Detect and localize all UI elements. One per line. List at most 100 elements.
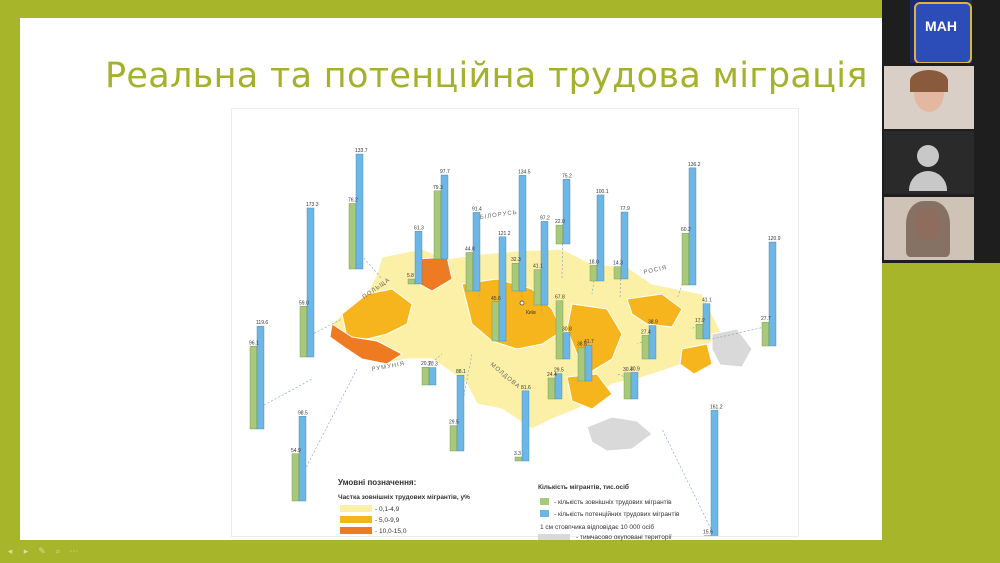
participant-tile-woman-2[interactable] [884,197,974,260]
region-occupied-east [711,328,753,368]
bar-potential-migrants [702,303,711,340]
bar-real-value: 60.2 [681,227,691,233]
pen-icon[interactable]: ✎ [38,547,46,557]
leader-line [661,428,712,530]
region-bar-pair: 44.8 91.4 [465,206,482,292]
bar-potential-migrants [710,410,719,536]
participant-hair [910,70,948,92]
country-label-romania: РУМУНІЯ [371,361,405,373]
region-bar-pair: 45.6 121.2 [491,231,511,342]
arrow-left-icon[interactable]: ◂ [7,547,13,557]
legend-swatch-mid [340,516,372,523]
legend-range-high: - 10,0-15,0 [375,528,407,535]
bar-potential-value: 29.5 [554,368,564,374]
bar-potential-value: 136.2 [688,162,701,168]
bar-real-value: 76.2 [348,197,358,203]
bar-real-value: 96.1 [249,340,259,346]
region-bar-pair: 17.2 41.1 [695,298,712,340]
zoom-icon[interactable]: ⌕ [55,547,61,557]
bar-real-value: 15.6 [703,530,713,536]
legend-count-title: Кількість мігрантів, тис.осіб [538,483,629,491]
bar-potential-value: 121.2 [498,231,511,237]
bar-real-value: 45.6 [491,296,501,302]
leader-line [691,318,704,330]
bar-real-value: 59.0 [299,300,309,306]
bar-potential-migrants [256,325,265,430]
bar-real-migrants [681,233,690,286]
bar-real-migrants [491,301,500,342]
bar-potential-migrants [306,207,315,358]
bar-potential-value: 97.2 [540,215,550,221]
capital-marker [519,300,525,306]
bar-real-value: 38.8 [577,342,587,348]
bar-potential-value: 161.2 [710,404,723,410]
bar-real-migrants [249,346,258,430]
bar-real-migrants [465,252,474,292]
region-bar-pair: 59.0 173.3 [299,202,319,358]
bar-potential-migrants [584,344,593,382]
legend-range-mid: - 5,0-9,9 [375,517,400,524]
region-bar-pair: 67.8 30.8 [555,295,572,360]
bar-real-migrants [449,425,458,452]
bar-potential-value: 120.9 [768,236,781,242]
region-bar-pair: 79.3 97.7 [433,169,450,260]
slide-title: Реальна та потенційна трудова міграція [105,56,868,96]
bar-real-value: 54.9 [291,448,301,454]
region-bar-pair: 24.429.5 [547,368,564,400]
region-bar-pair: 27.7 120.9 [761,236,781,347]
bar-potential-value: 97.7 [440,169,450,175]
bar-real-value: 18.0 [589,260,599,266]
bar-potential-value: 77.9 [620,206,630,212]
bar-potential-migrants [521,390,530,462]
bar-potential-migrants [414,231,423,285]
bar-potential-value: 38.9 [648,320,658,326]
bar-real-value: 17.2 [695,318,705,324]
participant-tile-no-video[interactable] [884,131,974,194]
region-bar-pair: 27.4 38.9 [641,320,658,360]
legend-swatch-real [540,498,549,505]
region-bar-pair: 30.430.9 [623,366,640,400]
leader-line [256,378,313,410]
more-icon[interactable]: ⋯ [69,547,79,557]
region-orange-northeast [626,293,683,328]
bar-real-value: 27.7 [761,316,771,322]
bar-real-migrants [407,278,416,285]
region-bar-pair: 60.2 136.2 [681,162,701,286]
bar-potential-value: 61.3 [414,225,424,231]
region-orange-donbas [679,343,713,375]
region-bar-pair: 22.0 75.2 [555,173,572,245]
bar-real-migrants [511,263,520,292]
bar-potential-migrants [688,167,697,286]
bar-real-value: 44.8 [465,246,475,252]
region-bar-pair: 38.841.7 [577,339,594,382]
region-bar-pair: 41.1 97.2 [533,215,550,306]
map-canvas: БІЛОРУСЬ РОСІЯ ПОЛЬЩА РУМУНІЯ МОЛДОВА Ки… [249,148,781,536]
legend-swatch-occupied [538,534,570,540]
region-bar-pair: 5.8 61.3 [407,225,424,285]
participant-tile-logo[interactable]: МАН [910,0,972,63]
region-bar-pair: 29.5 88.1 [449,369,466,452]
arrow-right-icon[interactable]: ▸ [23,547,29,557]
bar-real-value: 24.4 [547,372,557,378]
bar-real-value: 30.4 [623,367,633,373]
bar-real-migrants [641,335,650,360]
legend-swatch-potential [540,510,549,517]
bar-real-value: 32.3 [511,257,521,263]
bar-potential-migrants [630,372,639,400]
region-bar-pair: 20.720.3 [421,361,438,386]
bar-real-migrants [555,224,564,245]
bar-potential-migrants [620,211,629,280]
region-bar-pair: 76.2 133.7 [348,148,368,270]
legend-share-title: Частка зовнішніх трудових мігрантів, у% [338,493,470,501]
bar-real-migrants [299,306,308,358]
region-bar-pair: 18.0 100.1 [589,189,609,282]
legend-occupied: - тимчасово окуповані території [538,533,672,541]
bar-potential-value: 30.8 [562,327,572,333]
bar-real-value: 22.0 [555,219,565,225]
bar-potential-value: 41.1 [702,298,712,304]
region-darkorange-zakarpattia [329,323,403,365]
bar-real-value: 41.1 [533,264,543,270]
participant-tile-woman-1[interactable] [884,66,974,129]
bar-real-migrants [589,265,598,282]
bar-potential-value: 88.1 [456,369,466,375]
